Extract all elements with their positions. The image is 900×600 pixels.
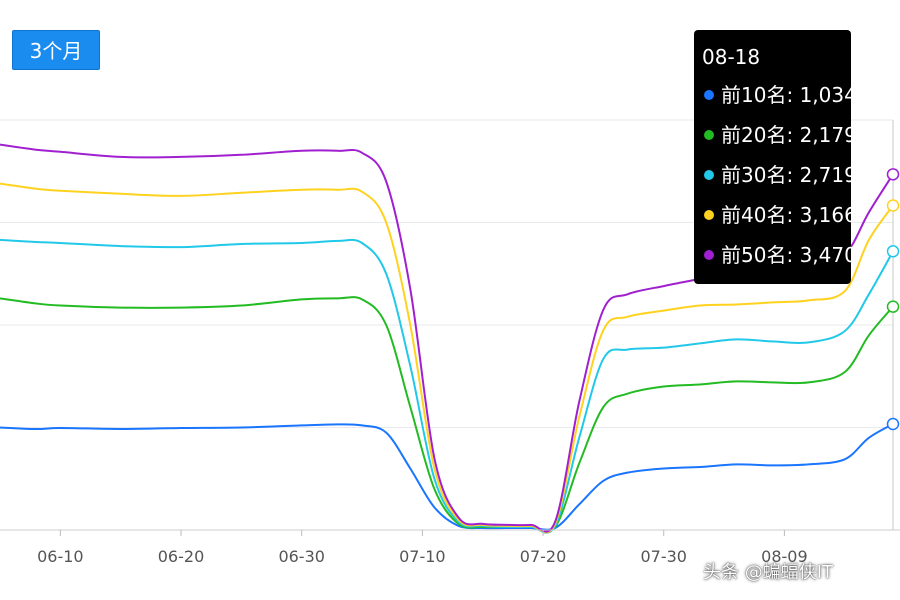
series-dot-icon [704,90,714,100]
tooltip-series-value: 2,179 [799,123,857,147]
tooltip-series-label: 前20名 [721,123,787,147]
tooltip-series-label: 前10名 [721,83,787,107]
tooltip-series-value: 3,166 [799,203,857,227]
tooltip-row: 前40名: 3,166 [702,202,857,242]
series-line [0,423,894,531]
x-tick-label: 07-30 [640,547,687,566]
series-line [0,238,894,534]
range-3-months-button[interactable]: 3个月 [12,30,100,70]
hover-point-marker [886,245,900,258]
tooltip-series-value: 3,470 [799,243,857,267]
tooltip-series-value: 2,719 [799,163,857,187]
series-dot-icon [704,250,714,260]
tooltip-row: 前10名: 1,034 [702,82,857,122]
x-tick-label: 06-20 [158,547,205,566]
tooltip-series-label: 前30名 [721,163,787,187]
tooltip-row: 前20名: 2,179 [702,122,857,162]
tooltip-row: 前30名: 2,719 [702,162,857,202]
hover-point-marker [886,300,900,313]
tooltip-row: 前50名: 3,470 [702,242,857,282]
series-dot-icon [704,130,714,140]
x-axis: 06-10 06-20 06-30 07-10 07-20 07-30 08-09 [0,529,900,566]
series-dot-icon [704,170,714,180]
x-tick-label: 08-09 [761,547,808,566]
hover-tooltip: 08-18 前10名: 1,034 前20名: 2,179 前30名: 2,719 前… [694,30,857,284]
tooltip-date: 08-18 [702,45,761,69]
hover-point-marker [886,168,900,181]
series-dot-icon [704,210,714,220]
x-tick-label: 06-10 [37,547,84,566]
x-tick-label: 07-20 [520,547,567,566]
x-tick-label: 07-10 [399,547,446,566]
tooltip-series-label: 前40名 [721,203,787,227]
x-tick-label: 06-30 [278,547,325,566]
hover-point-marker [886,199,900,212]
tooltip-series-label: 前50名 [721,243,787,267]
hover-point-marker [886,417,900,431]
tooltip-series-value: 1,034 [799,83,857,107]
watermark-caption: 头条 @蝙蝠侠IT [703,562,834,583]
chart-series [0,143,900,534]
